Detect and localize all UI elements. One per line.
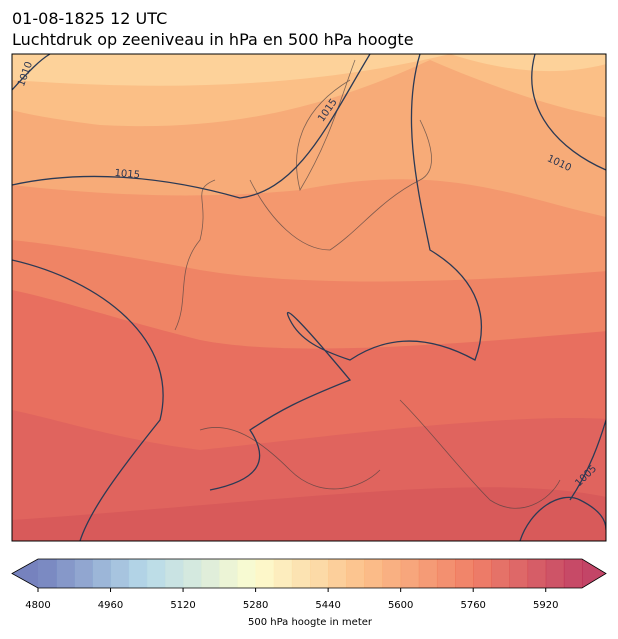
- colorbar-extend-low: [12, 559, 38, 588]
- colorbar-segment: [400, 559, 420, 588]
- colorbar-segment: [328, 559, 347, 588]
- colorbar-segment: [563, 559, 583, 588]
- colorbar-tick-label: 4960: [98, 600, 123, 611]
- colorbar-segment: [291, 559, 311, 588]
- colorbar-segment: [509, 559, 529, 588]
- colorbar-extend-high: [582, 559, 606, 588]
- colorbar-tick-label: 5120: [170, 600, 195, 611]
- map-frame: [11, 53, 607, 542]
- title-line2: Luchtdruk op zeeniveau in hPa en 500 hPa…: [12, 30, 414, 49]
- colorbar-segment: [545, 559, 565, 588]
- colorbar-segment: [164, 559, 184, 588]
- colorbar-segment: [527, 559, 547, 588]
- colorbar-tick-label: 4800: [25, 600, 50, 611]
- colorbar-tick-label: 5760: [460, 600, 485, 611]
- colorbar-tick-label: 5920: [533, 600, 558, 611]
- colorbar-segment: [201, 559, 220, 588]
- colorbar-segment: [237, 559, 257, 588]
- colorbar-segment: [491, 559, 510, 588]
- colorbar-outline: [11, 558, 607, 589]
- colorbar-segment: [56, 559, 75, 588]
- colorbar-segment: [92, 559, 112, 588]
- colorbar-segment: [74, 559, 93, 588]
- colorbar-segment: [382, 559, 402, 588]
- contour-label: 1015: [114, 168, 140, 181]
- colorbar-segment: [183, 559, 202, 588]
- colorbar-segment: [364, 559, 384, 588]
- colorbar-segment: [436, 559, 456, 588]
- colorbar-tick-label: 5600: [388, 600, 413, 611]
- colorbar: 4800 4960 5120 5280 5440 5600 5760 5920: [11, 558, 607, 611]
- colorbar-segment: [455, 559, 474, 588]
- colorbar-segment: [346, 559, 365, 588]
- colorbar-segment: [146, 559, 166, 588]
- colorbar-segment: [310, 559, 329, 588]
- colorbar-segment: [110, 559, 130, 588]
- colorbar-segment: [473, 559, 492, 588]
- colorbar-segment: [38, 559, 57, 588]
- colorbar-segment: [219, 559, 238, 588]
- colorbar-tick-label: 5440: [315, 600, 340, 611]
- colorbar-segment: [255, 559, 275, 588]
- colorbar-segment: [273, 559, 293, 588]
- colorbar-label: 500 hPa hoogte in meter: [248, 617, 373, 628]
- map: [12, 54, 606, 541]
- colorbar-segment: [418, 559, 438, 588]
- colorbar-segment: [128, 559, 148, 588]
- band: [12, 54, 606, 86]
- colorbar-tick-label: 5280: [243, 600, 268, 611]
- title-line1: 01-08-1825 12 UTC: [12, 9, 167, 28]
